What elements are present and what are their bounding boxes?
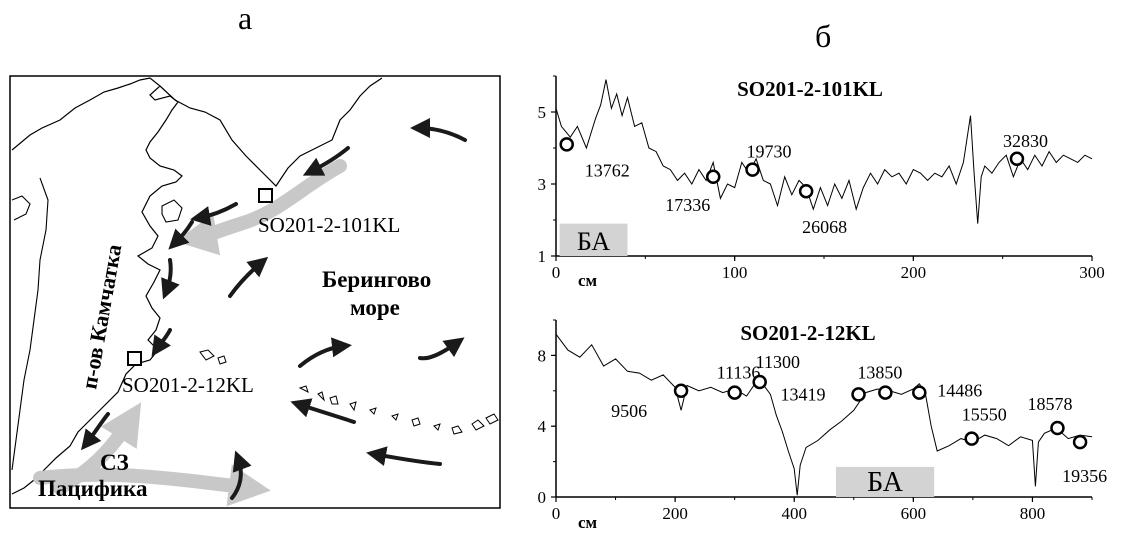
chart-bottom-highlight: БА	[835, 466, 935, 498]
age-marker	[878, 385, 893, 400]
age-marker	[745, 162, 760, 177]
island-karaginsky	[161, 199, 183, 223]
age-label: 32830	[1003, 131, 1048, 151]
y-tick-label: 5	[538, 103, 547, 122]
age-marker	[912, 385, 927, 400]
age-marker	[705, 169, 721, 185]
age-marker	[1009, 151, 1025, 167]
age-marker	[1050, 420, 1065, 436]
y-tick-label: 1	[538, 247, 547, 266]
x-tick-label: 800	[1020, 504, 1046, 523]
kamchatka-west-coast	[11, 195, 31, 221]
highlight-label: БА	[577, 227, 611, 256]
chart-bottom-series	[555, 333, 1093, 496]
kamchatka-label: п-ов Камчатка	[76, 242, 126, 391]
x-tick-label: 400	[781, 504, 807, 523]
current-main-south	[53, 402, 142, 495]
chart-top-axes: 0 100 200 300 1 3 5	[538, 75, 1105, 282]
age-marker	[727, 385, 742, 400]
current-main-north	[175, 159, 347, 256]
age-label: 11300	[756, 352, 800, 372]
age-marker	[752, 374, 767, 390]
kamchatka-coastline	[11, 77, 183, 495]
age-label: 18578	[1027, 394, 1072, 414]
x-tick-label: 0	[552, 504, 561, 523]
y-tick-label: 4	[538, 417, 547, 436]
age-marker	[798, 183, 814, 199]
aleutian-islands	[199, 349, 499, 435]
age-marker	[673, 383, 689, 399]
age-label: 15550	[962, 405, 1007, 425]
age-label: 14486	[937, 381, 982, 401]
age-label: 17336	[665, 195, 710, 215]
age-label: 13850	[857, 363, 902, 383]
station-label-south: SO201-2-12KL	[122, 373, 254, 397]
northeast-coastline	[159, 77, 383, 187]
panel-letter-b: б	[815, 18, 832, 54]
chart-top-points: 13762 17336 19730 26068 32830	[559, 131, 1048, 237]
age-label: 19356	[1062, 466, 1107, 486]
age-label: 9506	[611, 401, 647, 421]
station-label-north: SO201-2-101KL	[258, 213, 400, 237]
chart-top-highlight: БА	[559, 223, 628, 256]
highlight-label: БА	[867, 467, 904, 498]
age-marker	[559, 137, 574, 152]
x-tick-label: 300	[1079, 263, 1105, 282]
chart-bottom-axes: 0 200 400 600 800 0 4 8	[538, 319, 1093, 523]
series-line	[555, 333, 1093, 496]
age-label: 13762	[585, 160, 630, 180]
age-marker	[1072, 434, 1088, 450]
x-tick-label: 600	[901, 504, 927, 523]
chart-top-title: SO201-2-101KL	[737, 77, 883, 101]
map-frame	[9, 75, 501, 509]
age-label: 11136	[717, 363, 761, 383]
age-label: 13419	[781, 384, 826, 404]
age-label: 19730	[747, 142, 792, 162]
current-arrows	[81, 118, 467, 500]
series-line	[555, 79, 1093, 224]
x-tick-label: 0	[552, 263, 561, 282]
chart-bottom-xlabel: см	[578, 513, 598, 532]
x-tick-label: 200	[901, 263, 927, 282]
station-marker-south	[127, 351, 142, 366]
highlight-band	[559, 223, 628, 256]
age-marker	[964, 431, 979, 446]
bering-sea-label-2: море	[350, 295, 400, 320]
highlight-band	[835, 466, 935, 497]
kamchatka-west-shore	[11, 177, 49, 471]
bering-sea-label-1: Берингово	[322, 267, 431, 292]
panel-letter-a: а	[238, 0, 253, 36]
x-tick-label: 200	[662, 504, 688, 523]
y-tick-label: 0	[538, 488, 547, 507]
y-tick-label: 3	[538, 175, 547, 194]
y-tick-label: 8	[538, 346, 547, 365]
chart-top-xlabel: см	[578, 271, 598, 290]
pacific-label-1: СЗ	[100, 450, 129, 475]
chart-bottom-title: SO201-2-12KL	[740, 321, 875, 345]
pacific-label-2: Пацифика	[38, 476, 148, 501]
age-marker	[851, 387, 866, 402]
chart-top-series	[555, 79, 1093, 224]
current-main-east	[33, 464, 271, 507]
x-tick-label: 100	[722, 263, 748, 282]
station-marker-north	[258, 188, 273, 203]
age-label: 26068	[802, 217, 847, 237]
